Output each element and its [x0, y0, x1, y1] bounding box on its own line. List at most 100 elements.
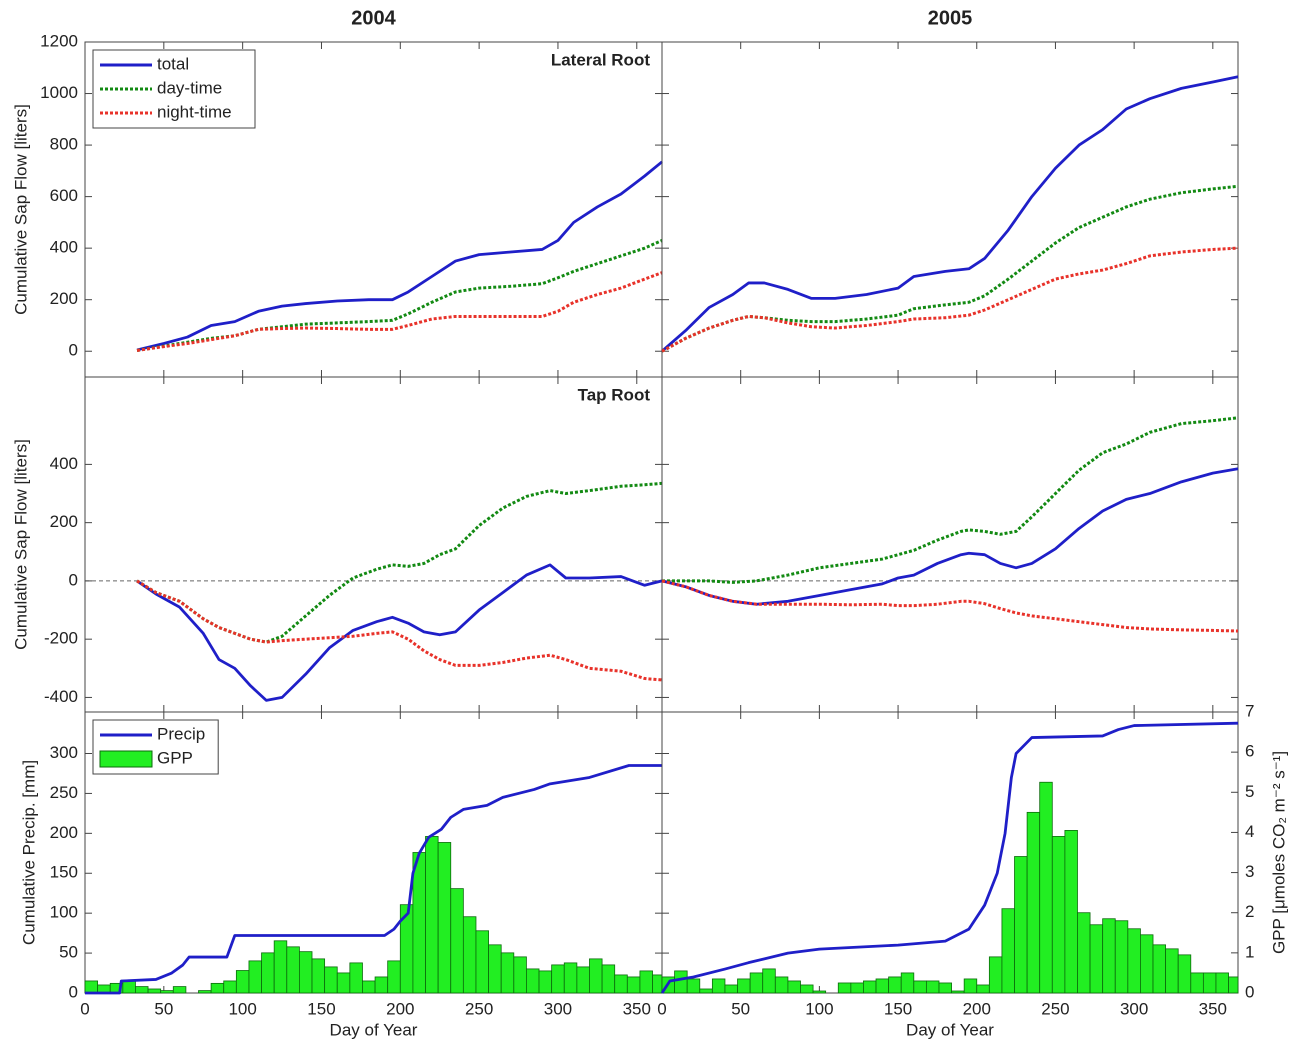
y-tick-label: 1200 — [40, 31, 78, 50]
gpp-bar — [437, 842, 452, 994]
gpp-bar — [1014, 856, 1028, 994]
gpp-bar — [122, 980, 136, 994]
gpp-bar — [888, 976, 902, 994]
gpp-bar — [1152, 944, 1167, 994]
series-line — [136, 579, 663, 682]
series-line — [85, 764, 662, 995]
gpp-bar — [1089, 924, 1104, 994]
panel-frame — [661, 376, 1239, 713]
gpp-bar — [652, 974, 663, 994]
gpp-bar — [563, 962, 578, 994]
gpp-bar — [787, 980, 801, 994]
gpp-bar — [336, 972, 351, 994]
y2-tick-label: 0 — [1245, 982, 1254, 1001]
panel-title: 2005 — [928, 7, 973, 29]
x-tick-label: 350 — [1199, 999, 1227, 1018]
gpp-bar — [462, 916, 477, 994]
series-line — [661, 184, 1239, 353]
gpp-bar — [223, 980, 237, 994]
panel-frame — [661, 41, 1239, 378]
y-tick-label: 200 — [50, 512, 78, 531]
gpp-bar — [686, 978, 701, 994]
gpp-bar — [737, 978, 751, 994]
gpp-bar — [724, 984, 738, 994]
x-tick-label: 50 — [154, 999, 173, 1018]
gpp-bar — [589, 958, 603, 994]
y-tick-label: 0 — [69, 570, 78, 589]
y-tick-label: 250 — [50, 783, 78, 802]
series-line — [136, 563, 663, 702]
y-axis-label: Cumulative Sap Flow [liters] — [11, 104, 30, 315]
x-tick-label: 50 — [731, 999, 750, 1018]
gpp-bar — [1039, 781, 1053, 994]
y-tick-label: 0 — [69, 982, 78, 1001]
gpp-bar — [1202, 972, 1217, 994]
gpp-bar — [1051, 836, 1066, 994]
gpp-bar — [674, 970, 688, 994]
x-tick-label: 300 — [1120, 999, 1148, 1018]
gpp-bar — [500, 952, 515, 994]
x-tick-label: 0 — [80, 999, 89, 1018]
y-tick-label: 1000 — [40, 83, 78, 102]
y2-tick-label: 5 — [1245, 782, 1254, 801]
gpp-bar — [488, 944, 502, 994]
y-tick-label: 400 — [50, 454, 78, 473]
legend-swatch — [99, 750, 153, 768]
gpp-bar — [324, 966, 338, 994]
gpp-bar — [1165, 948, 1179, 994]
gpp-bar — [412, 852, 426, 994]
gpp-bar — [639, 970, 653, 994]
y2-tick-label: 4 — [1245, 822, 1254, 841]
gpp-bar — [349, 962, 363, 994]
x-axis-label: Day of Year — [906, 1020, 994, 1039]
x-tick-label: 150 — [307, 999, 335, 1018]
gpp-bar — [1077, 912, 1091, 994]
gpp-bar — [614, 974, 628, 994]
y2-tick-label: 1 — [1245, 942, 1254, 961]
x-tick-label: 300 — [544, 999, 572, 1018]
series-line — [661, 75, 1239, 353]
gpp-bar — [1215, 972, 1229, 994]
gpp-bar — [450, 888, 464, 994]
gpp-bar — [774, 976, 789, 994]
y2-tick-label: 7 — [1245, 701, 1254, 720]
gpp-bar — [387, 960, 401, 994]
series-line — [136, 160, 663, 352]
legend-label: total — [157, 54, 189, 73]
gpp-bar — [513, 956, 527, 994]
x-tick-label: 250 — [465, 999, 493, 1018]
legend-label: night-time — [157, 102, 232, 121]
series-line — [660, 721, 1239, 994]
gpp-bar — [1064, 830, 1078, 994]
gpp-bar — [210, 982, 225, 994]
legend-label: day-time — [157, 78, 222, 97]
y2-tick-label: 6 — [1245, 742, 1254, 761]
panel-annotation: Tap Root — [578, 385, 651, 404]
gpp-bar — [160, 990, 174, 994]
series-line — [136, 481, 663, 644]
gpp-bar — [988, 956, 1003, 994]
gpp-bar — [913, 980, 927, 994]
x-tick-label: 150 — [884, 999, 912, 1018]
gpp-bar — [925, 980, 940, 994]
gpp-bar — [601, 964, 616, 994]
gpp-bar — [762, 968, 776, 994]
series-line — [661, 467, 1239, 606]
gpp-bar — [273, 940, 288, 994]
series-line — [661, 246, 1239, 353]
series-line — [661, 579, 1239, 633]
x-tick-label: 250 — [1041, 999, 1069, 1018]
gpp-bar — [425, 836, 439, 994]
panel-annotation: Lateral Root — [551, 50, 651, 69]
gpp-bar — [938, 982, 952, 994]
y-axis-label: Cumulative Sap Flow [liters] — [11, 439, 30, 650]
gpp-bar — [235, 970, 250, 994]
gpp-bar — [147, 988, 162, 994]
panel-frame — [84, 376, 663, 713]
gpp-bar — [800, 984, 814, 994]
y-tick-label: 200 — [50, 823, 78, 842]
gpp-bar — [248, 960, 262, 994]
gpp-bar — [362, 980, 376, 994]
gpp-bar — [1127, 928, 1141, 994]
gpp-bar — [538, 970, 553, 994]
